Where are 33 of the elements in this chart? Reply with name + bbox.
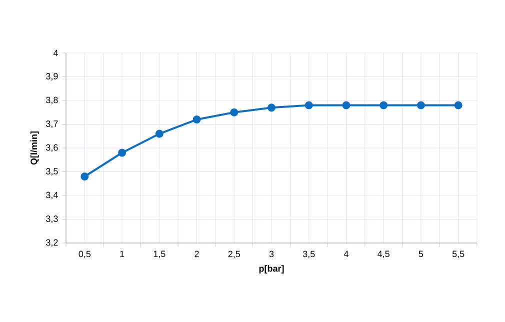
x-tick-label: 1 (120, 250, 124, 257)
y-tick-label: 3,8 (46, 96, 58, 104)
point (304, 101, 313, 110)
point (342, 101, 350, 110)
x-tick-label: 4 (344, 250, 348, 257)
point (118, 148, 126, 157)
point (416, 101, 425, 110)
point (268, 104, 276, 112)
y-tick-label: 3,5 (46, 168, 58, 176)
x-tick-label: 3,5 (302, 250, 315, 258)
point (155, 130, 164, 138)
y-tick-label: 3,9 (46, 73, 58, 80)
x-tick-label: 5 (418, 250, 424, 258)
y-tick-label: 3,2 (46, 239, 58, 247)
y-tick-label: 4 (53, 50, 58, 56)
x-tick-label: 0,5 (78, 250, 91, 258)
y-tick-label: 3,7 (46, 120, 58, 128)
x-tick-label: 5,5 (452, 250, 464, 258)
x-tick-label: 2,5 (228, 250, 240, 258)
x-axis-title: p[bar] (259, 265, 284, 274)
y-tick-label: 3,6 (46, 144, 58, 152)
point (380, 101, 388, 110)
point (454, 101, 462, 110)
x-tick-label: 3 (269, 250, 274, 258)
point (192, 116, 201, 124)
y-tick-label: 3,3 (46, 216, 58, 223)
x-tick-label: 1,5 (154, 250, 166, 258)
point (80, 172, 89, 180)
y-axis-title: Q[l/min] (30, 132, 39, 165)
y-tick-label: 3,4 (46, 192, 58, 200)
x-tick-label: 4,5 (378, 250, 390, 258)
x-tick-label: 2 (194, 250, 199, 258)
point (230, 108, 238, 116)
